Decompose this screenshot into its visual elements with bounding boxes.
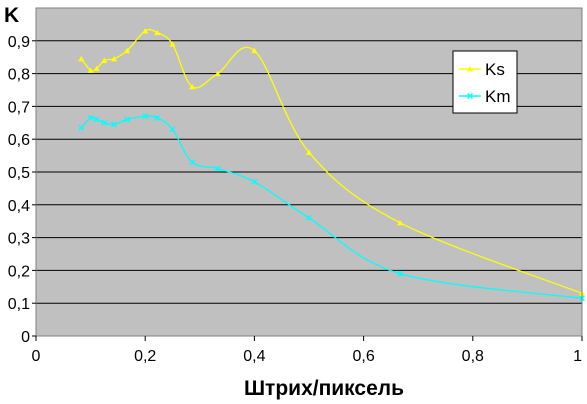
x-tick-label: 0,4 (243, 348, 265, 365)
y-tick-label: 0,6 (8, 132, 30, 149)
x-tick-label: 0,2 (134, 348, 156, 365)
data-point (93, 65, 100, 72)
data-point (306, 149, 312, 155)
data-point (111, 121, 118, 128)
data-point (154, 29, 161, 36)
y-tick-label: 0,1 (8, 296, 30, 313)
series-km (78, 113, 585, 302)
y-tick-label: 0,7 (8, 99, 30, 116)
data-point (142, 113, 149, 120)
y-tick-label: 0,5 (8, 165, 30, 182)
data-point (124, 47, 131, 54)
data-point (189, 159, 196, 166)
x-tick-label: 1 (573, 348, 582, 365)
data-point (124, 116, 131, 123)
y-tick-label: 0,4 (8, 198, 30, 215)
x-tick-label: 0,6 (352, 348, 374, 365)
series-ks (78, 27, 585, 296)
data-point (154, 114, 161, 121)
series-line (80, 115, 583, 299)
y-tick-label: 0,9 (8, 34, 30, 51)
y-axis-ticks: 0 0,1 0,2 0,3 0,4 0,5 0,6 0,7 0,8 0,9 (8, 34, 36, 346)
y-tick-label: 0,2 (8, 263, 30, 280)
y-tick-label: 0 (21, 329, 30, 346)
data-point (111, 55, 118, 62)
data-point (87, 114, 94, 121)
series-line (80, 28, 583, 294)
data-point (214, 70, 221, 77)
legend: Ks Km (452, 50, 518, 114)
data-point (189, 83, 196, 90)
legend-label: Km (485, 87, 511, 106)
x-axis-title: Штрих/пиксель (244, 377, 404, 400)
data-point (169, 126, 176, 133)
data-point (251, 47, 258, 54)
legend-item-ks: Ks (459, 60, 505, 79)
data-point (397, 219, 404, 226)
x-axis-ticks: 0 0,2 0,4 0,6 0,8 1 (32, 336, 583, 365)
data-point (78, 55, 85, 62)
data-point (467, 66, 473, 72)
x-tick-label: 0 (32, 348, 41, 365)
data-point (93, 116, 100, 123)
data-point (214, 165, 221, 172)
data-point (78, 124, 85, 131)
data-point (101, 119, 108, 126)
series-layer (78, 27, 585, 302)
data-point (306, 214, 312, 221)
data-point (467, 93, 473, 99)
legend-label: Ks (485, 60, 505, 79)
y-tick-label: 0,3 (8, 231, 30, 248)
x-tick-label: 0,8 (462, 348, 484, 365)
data-point (87, 67, 94, 73)
data-point (142, 27, 149, 34)
data-point (169, 41, 176, 47)
data-point (101, 57, 108, 63)
y-axis-title: K (4, 4, 19, 27)
legend-item-km: Km (459, 87, 511, 106)
data-point (397, 270, 404, 277)
legend-box (452, 50, 518, 114)
data-point (251, 178, 258, 185)
y-tick-label: 0,8 (8, 67, 30, 84)
